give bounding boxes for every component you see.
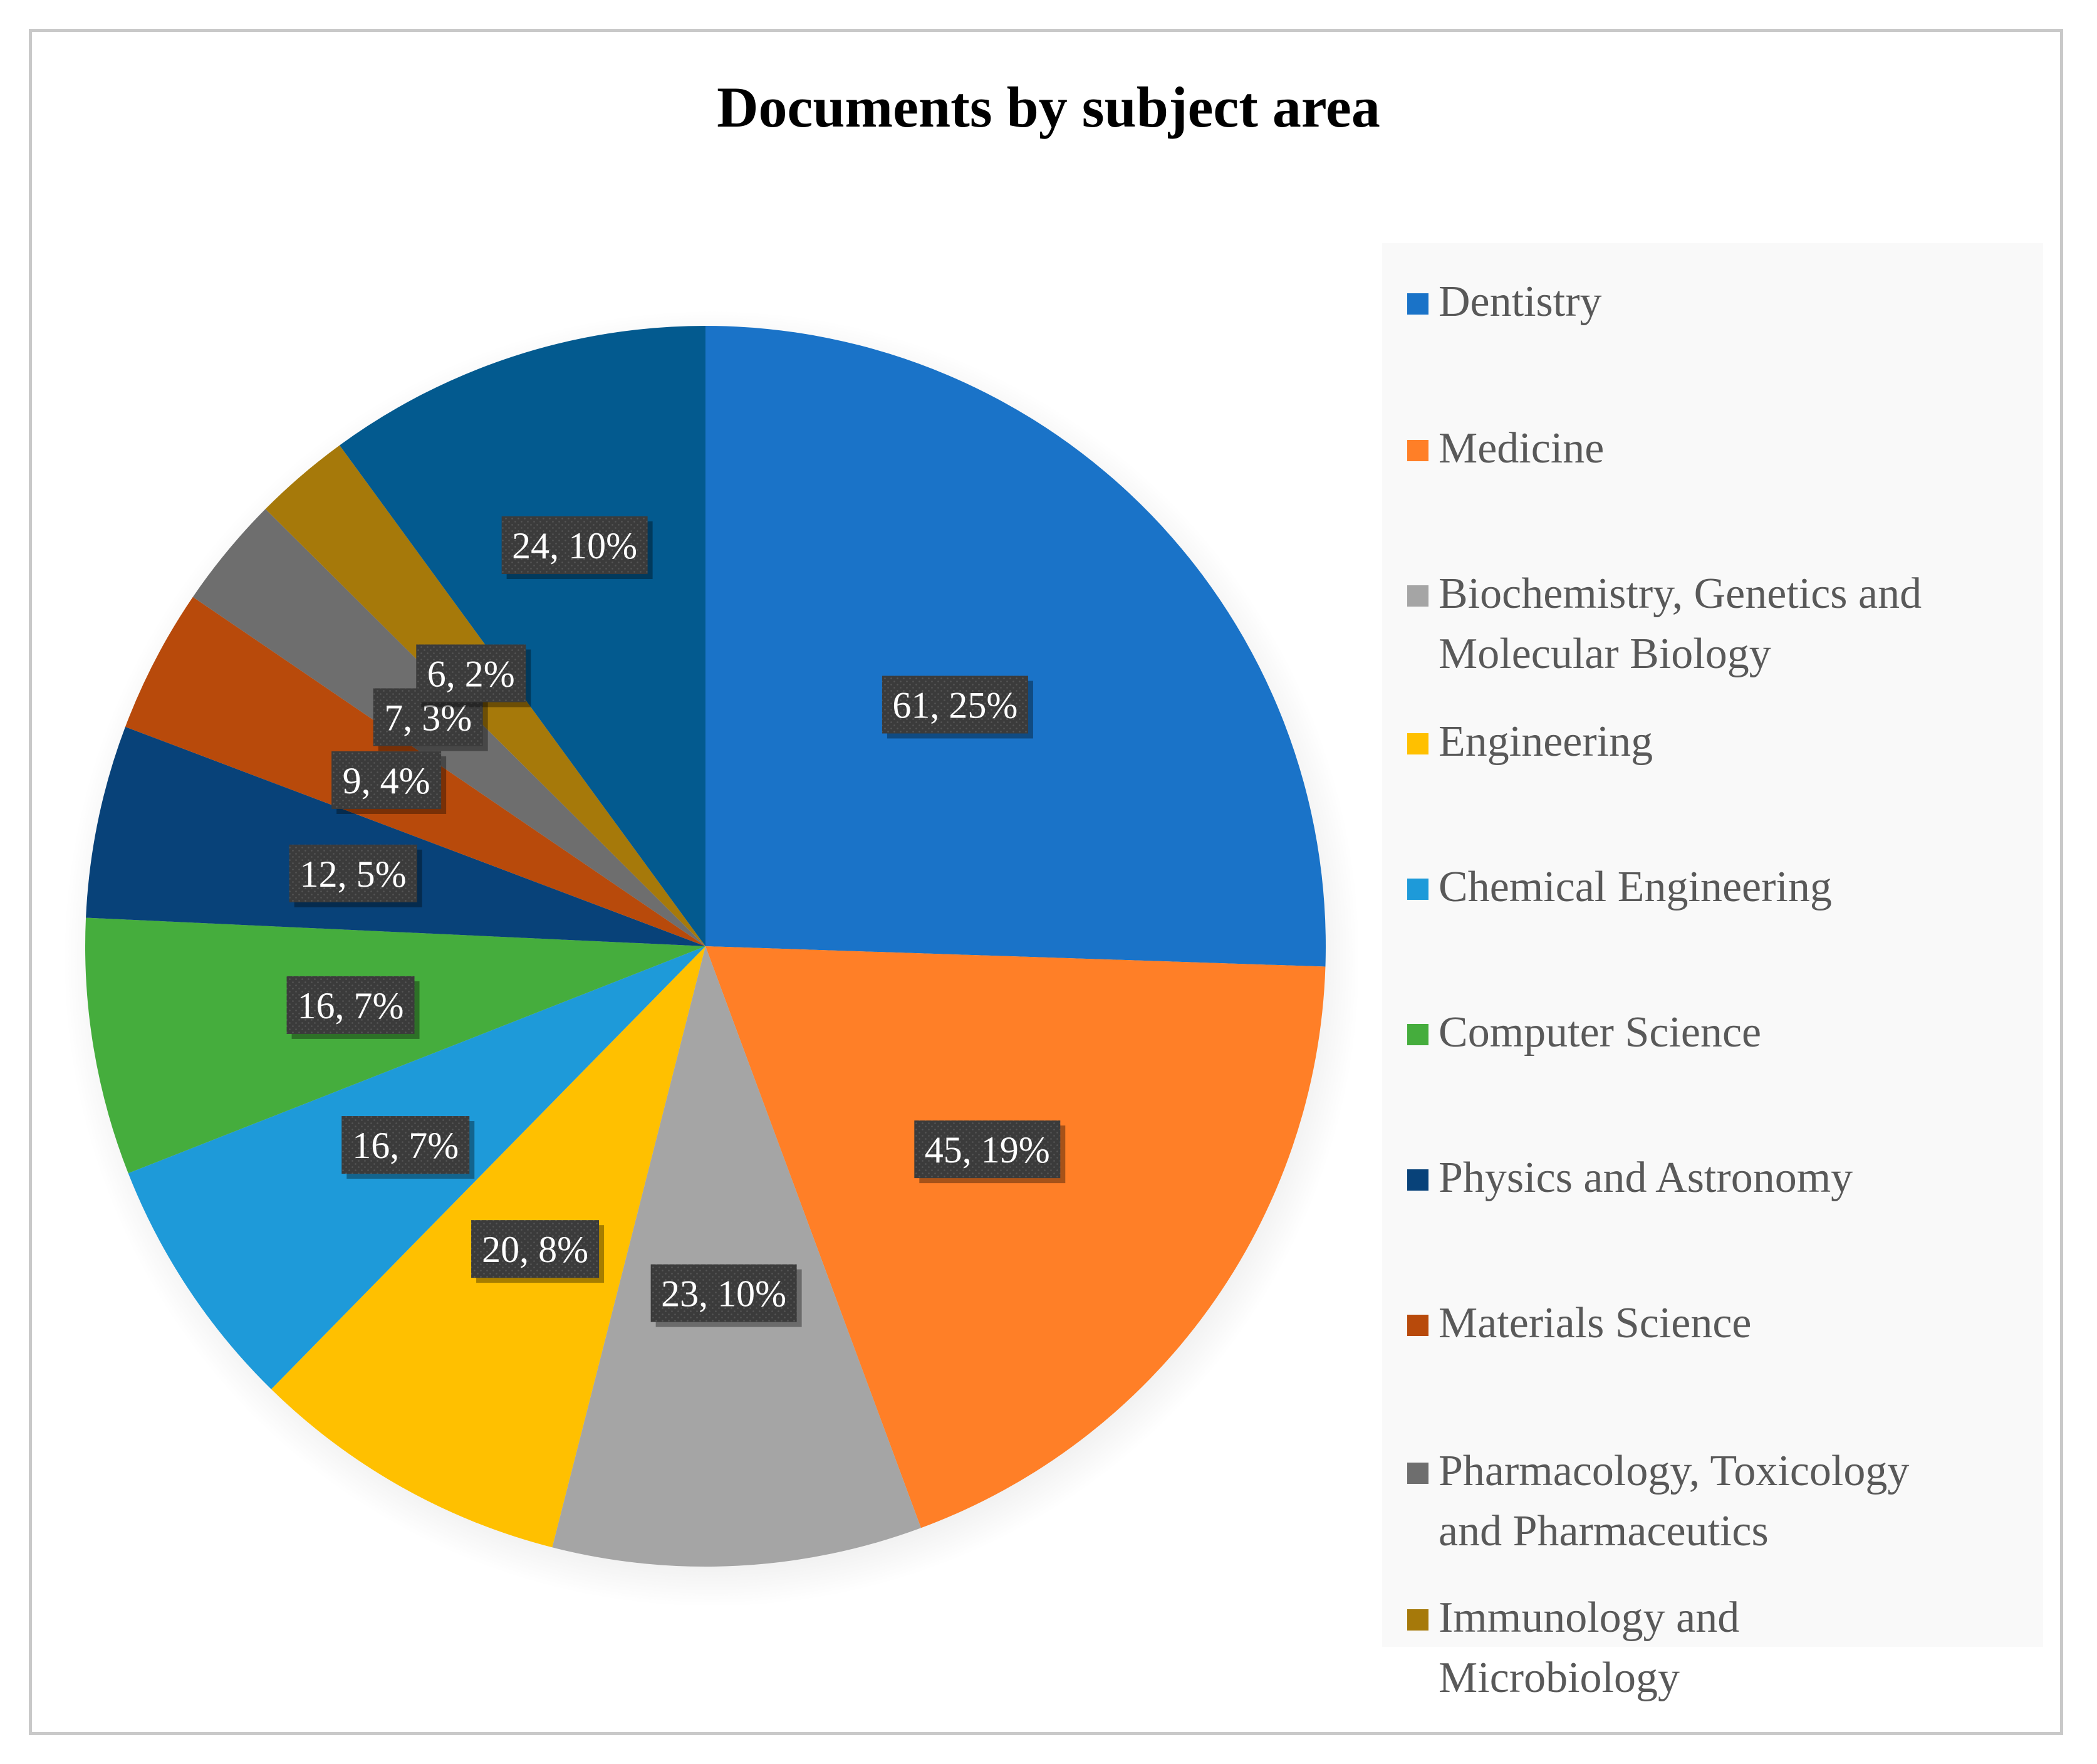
legend-label-line: Dentistry [1439, 278, 1602, 326]
data-label: 7, 3% [384, 697, 472, 738]
data-label: 6, 2% [427, 653, 515, 694]
data-label-box [341, 1116, 470, 1174]
legend-label: Computer Science [1439, 1003, 2040, 1063]
legend-swatch [1407, 879, 1428, 900]
data-label-group: 9, 4% [331, 751, 447, 814]
legend-label-line: Biochemistry, Genetics and [1439, 570, 1922, 618]
pie-slice-medicine [705, 946, 1326, 1528]
chart-title: Documents by subject area [717, 75, 1380, 139]
legend-label-line: Medicine [1439, 424, 1605, 472]
data-label-box [416, 644, 526, 702]
pie-slice-computer-science [85, 917, 705, 1174]
data-label-group: 24, 10% [501, 516, 653, 580]
data-label: 16, 7% [352, 1125, 459, 1166]
data-label-group: 23, 10% [650, 1264, 802, 1327]
legend-label-line: Immunology and [1439, 1594, 1740, 1642]
data-label-group: 20, 8% [471, 1220, 605, 1283]
data-label: 16, 7% [298, 985, 404, 1026]
legend-label-line: Computer Science [1439, 1008, 1762, 1057]
legend-swatch [1407, 733, 1428, 754]
legend-label: Medicine [1439, 419, 2040, 479]
legend-swatch [1407, 1609, 1428, 1631]
legend-swatch [1407, 1463, 1428, 1484]
data-label-group: 6, 2% [416, 644, 531, 707]
data-label-group: 16, 7% [341, 1116, 475, 1179]
legend-label-line: Chemical Engineering [1439, 863, 1832, 911]
data-label-box [650, 1264, 797, 1322]
data-label: 23, 10% [661, 1273, 786, 1315]
data-label-box [471, 1220, 600, 1278]
legend-swatch [1407, 293, 1428, 315]
legend-label-line: Engineering [1439, 718, 1653, 766]
legend-label: Physics and Astronomy [1439, 1148, 2040, 1208]
pie-slice-unlabeled-10 [339, 326, 705, 946]
legend-swatch [1407, 440, 1428, 461]
legend-label: Dentistry [1439, 272, 2040, 332]
legend-label: Materials Science [1439, 1293, 2040, 1354]
pie-slices [85, 326, 1326, 1567]
data-label: 12, 5% [300, 853, 407, 895]
data-label-box [882, 676, 1028, 734]
data-label-box [331, 751, 442, 809]
legend-swatch [1407, 1169, 1428, 1191]
data-label-group: 16, 7% [286, 976, 420, 1039]
data-label: 45, 19% [925, 1129, 1050, 1171]
data-label-box [501, 516, 648, 575]
data-label-box [914, 1120, 1061, 1179]
data-label-box [289, 844, 417, 902]
legend-label-line: Physics and Astronomy [1439, 1154, 1853, 1202]
data-label: 20, 8% [482, 1229, 588, 1270]
pie-slice-biochemistry-genetics-and-molecular-biology [552, 946, 922, 1567]
pie-slice-dentistry [705, 326, 1326, 967]
legend-label-line: and Pharmaceutics [1439, 1507, 1769, 1555]
data-labels: 61, 25% 45, 19% 23, 10% 20, 8% 16, 7% 16, 7% 1… [286, 516, 1066, 1327]
legend-swatch [1407, 585, 1428, 607]
pie-slice-physics-and-astronomy [86, 726, 705, 946]
legend-label-line: Molecular Biology [1439, 630, 1771, 678]
legend-label-line: Pharmacology, Toxicology [1439, 1447, 1910, 1495]
data-label: 24, 10% [512, 525, 637, 566]
legend-label: Chemical Engineering [1439, 857, 2040, 917]
legend-label: Pharmacology, Toxicology and Pharmaceutic… [1439, 1441, 2040, 1562]
data-label-group: 45, 19% [914, 1120, 1066, 1184]
data-label-box [286, 976, 415, 1034]
legend: Dentistry Medicine Biochemistry, Genetics … [1382, 243, 2043, 1702]
legend-label: Engineering [1439, 712, 2040, 772]
legend-label-line: Microbiology [1439, 1654, 1680, 1702]
data-label-group: 12, 5% [289, 844, 422, 907]
data-label-group: 61, 25% [882, 676, 1033, 739]
legend-label: Biochemistry, Genetics and Molecular Biol… [1439, 564, 2040, 684]
legend-swatch [1407, 1315, 1428, 1336]
legend-label-line: Materials Science [1439, 1299, 1752, 1347]
legend-swatch [1407, 1024, 1428, 1045]
data-label: 9, 4% [343, 760, 430, 801]
legend-label: Immunology and Microbiology [1439, 1588, 2040, 1708]
data-label: 61, 25% [892, 684, 1017, 726]
